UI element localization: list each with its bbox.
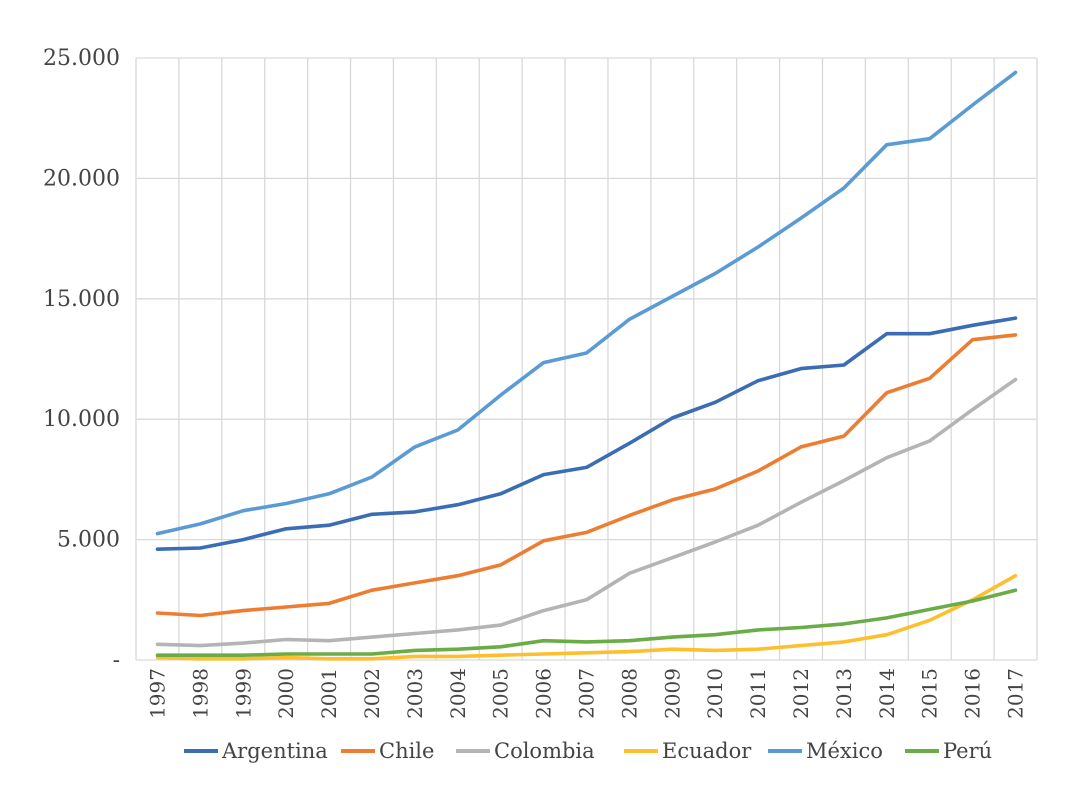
series-line-argentina <box>155 316 1018 552</box>
x-tick-label: 2004 <box>446 668 470 719</box>
series-lines <box>155 70 1018 661</box>
x-tick-label: 2012 <box>789 668 813 719</box>
x-tick-label: 2015 <box>918 668 942 719</box>
x-tick-label: 2017 <box>1004 668 1028 719</box>
legend: Argentina Chile Colombia Ecuador México Perú <box>184 739 992 763</box>
x-tick-label: 2006 <box>532 668 556 719</box>
legend-label-peru: Perú <box>943 739 992 763</box>
legend-label-colombia: Colombia <box>494 739 595 763</box>
x-tick-label: 2007 <box>575 668 599 719</box>
series-line-ecuador <box>155 573 1018 661</box>
x-tick-label: 2014 <box>875 668 899 719</box>
y-tick-label: 25.000 <box>43 46 120 71</box>
legend-label-argentina: Argentina <box>221 739 328 763</box>
x-axis-tick-labels: 1997 1998 1999 2000 2001 2002 2003 2004 2005 2006… <box>145 668 1027 719</box>
y-tick-label: 20.000 <box>43 166 120 191</box>
y-axis-tick-labels: - 5.000 10.000 15.000 20.000 25.000 <box>43 46 120 673</box>
legend-label-ecuador: Ecuador <box>662 739 752 763</box>
x-tick-label: 2005 <box>489 668 513 719</box>
x-tick-label: 2010 <box>703 668 727 719</box>
y-tick-label: 10.000 <box>43 407 120 432</box>
x-tick-label: 2003 <box>403 668 427 719</box>
grid <box>135 57 1038 661</box>
y-tick-label: - <box>113 648 120 673</box>
y-tick-label: 15.000 <box>43 287 120 312</box>
x-tick-label: 2011 <box>746 668 770 719</box>
series-line-peru <box>155 588 1018 658</box>
x-tick-label: 1997 <box>145 668 169 719</box>
x-tick-label: 2001 <box>317 668 341 719</box>
x-tick-label: 1998 <box>188 668 212 719</box>
legend-label-chile: Chile <box>379 739 434 763</box>
x-tick-label: 2002 <box>360 668 384 719</box>
y-tick-label: 5.000 <box>57 528 120 553</box>
x-tick-label: 2013 <box>832 668 856 719</box>
x-tick-label: 2016 <box>961 668 985 719</box>
x-tick-label: 1999 <box>231 668 255 719</box>
x-tick-label: 2009 <box>660 668 684 719</box>
series-line-colombia <box>155 377 1018 648</box>
series-line-mexico <box>155 70 1018 536</box>
legend-label-mexico: México <box>806 739 883 763</box>
x-tick-label: 2008 <box>617 668 641 719</box>
x-tick-label: 2000 <box>274 668 298 719</box>
series-line-chile <box>155 333 1018 618</box>
